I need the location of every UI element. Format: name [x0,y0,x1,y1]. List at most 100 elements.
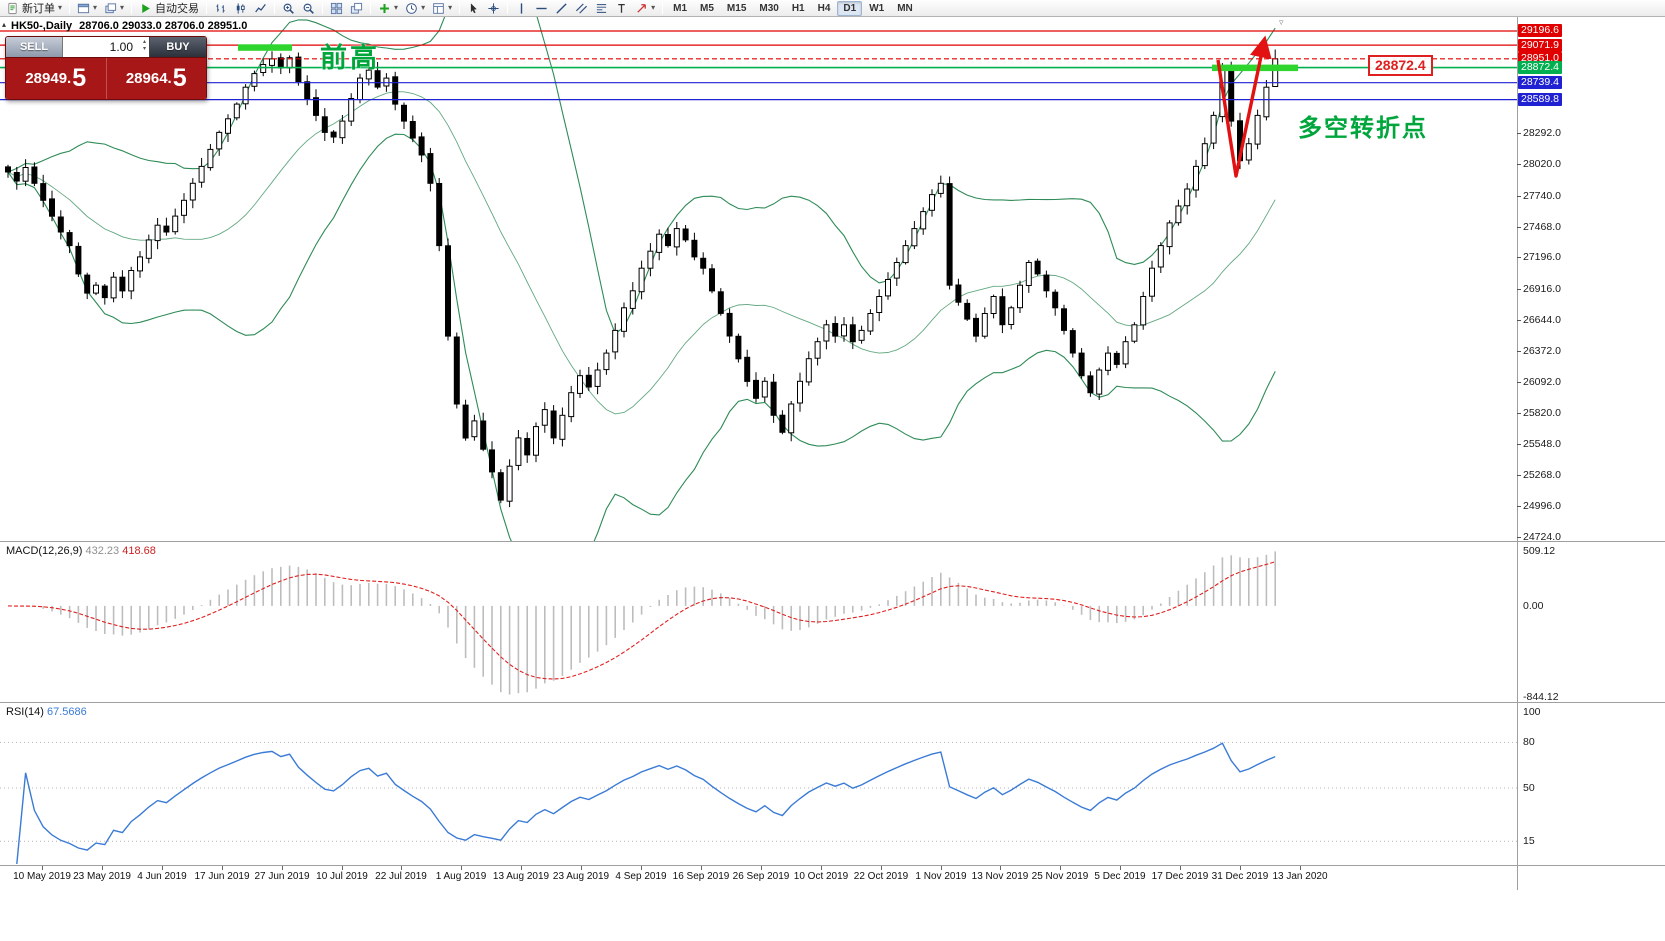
vline-icon [520,2,523,14]
zoom-in-button[interactable] [279,1,298,16]
autotrading-button[interactable]: 自动交易 [136,1,202,16]
timeframe-h4-button[interactable]: H4 [817,2,831,14]
timeframe-mn-button[interactable]: MN [897,2,913,14]
crosshair-button[interactable] [484,1,503,16]
tile-icon [330,2,343,14]
axis-tick [881,866,882,870]
sell-button[interactable]: SELL [6,37,63,57]
candles-icon [236,2,245,14]
cascade-windows-button[interactable] [347,1,366,16]
toolbar-separator [507,2,509,14]
buy-button[interactable]: BUY [149,37,206,57]
date-axis-label: 4 Sep 2019 [615,871,667,882]
green-highlight-segment[interactable] [1212,64,1298,72]
trade-panel-toggle[interactable]: ▴ [2,20,7,29]
timeframe-w1-button[interactable]: W1 [869,2,885,14]
line-chart-button[interactable] [251,1,270,16]
rsi-axis-label: 50 [1523,782,1535,794]
macd-axis-label: -844.12 [1523,691,1559,703]
volume-stepper[interactable]: ▴ ▾ [143,39,146,52]
price-axis-label: 26092.0 [1523,376,1561,388]
trendline-button[interactable] [552,1,571,16]
toolbar-separator [370,2,372,14]
price-level-box[interactable]: 28872.4 [1368,55,1433,76]
price-axis-label: 26644.0 [1523,314,1561,326]
volume-field[interactable]: 1.00 ▴ ▾ [63,37,149,57]
cursor-button[interactable] [464,1,483,16]
candlesticks [5,49,1279,508]
charts-button[interactable]: ▾ [74,1,100,16]
v-reversal-arrow[interactable] [1216,35,1272,178]
template-icon [433,2,444,14]
axis-tick [42,866,43,870]
arrow-tools-button[interactable]: ▾ [632,1,658,16]
price-axis-label: 26372.0 [1523,345,1561,357]
channel-button[interactable] [572,1,591,16]
toolbar-separator [322,2,324,14]
zoom-out-button[interactable] [299,1,318,16]
timeframe-m15-button[interactable]: M15 [726,2,747,14]
green-highlight-segment[interactable] [238,44,292,51]
axis-tick [1240,866,1241,870]
horizontal-line-button[interactable] [532,1,551,16]
axis-tick [1517,413,1521,414]
candle-chart-button[interactable] [231,1,250,16]
rsi-label: RSI(14) 67.5686 [6,706,87,718]
fibonacci-button[interactable] [592,1,611,16]
axis-tick [461,866,462,870]
axis-tick [1517,320,1521,321]
axis-tick [1120,866,1121,870]
toolbar-separator [206,2,208,14]
timeframe-m1-button[interactable]: M1 [673,2,688,14]
buy-price-main: 28964. [125,70,172,87]
trade-panel-top-row: SELL 1.00 ▴ ▾ BUY [6,37,206,58]
date-axis-label: 26 Sep 2019 [732,871,790,882]
play-icon [142,3,150,13]
symbol-period-label: HK50-,Daily [11,20,73,32]
timeframe-h1-button[interactable]: H1 [791,2,805,14]
axis-tick [1060,866,1061,870]
buy-price[interactable]: 28964. 5 [107,58,207,99]
rsi-axis-label: 80 [1523,736,1535,748]
macd-axis-label: 509.12 [1523,545,1556,557]
caret-down-icon: ▾ [448,3,453,12]
caret-down-icon: ▾ [120,3,125,12]
price-axis-label: 24996.0 [1523,500,1561,512]
axis-tick [1300,866,1301,870]
date-axis-label: 4 Jun 2019 [137,871,187,882]
panel-splitter[interactable] [0,541,1665,542]
chart-shift-marker[interactable]: ▿ [1279,17,1284,27]
templates-button[interactable]: ▾ [429,1,455,16]
timeframe-d1-button[interactable]: D1 [837,0,863,16]
panel-splitter[interactable] [0,702,1665,703]
text-label-button[interactable] [612,1,631,16]
new-order-button-label: 新订单 [22,3,55,15]
axis-tick [1000,866,1001,870]
bar-chart-button[interactable] [211,1,230,16]
date-axis-label: 10 Jul 2019 [316,871,368,882]
date-axis-label: 23 Aug 2019 [552,871,610,882]
axis-tick [701,866,702,870]
new-order-button[interactable]: 新订单 ▾ [3,1,65,16]
periods-button[interactable]: ▾ [402,1,428,16]
axis-tick [162,866,163,870]
indicators-button[interactable]: ▾ [375,1,401,16]
hline-icon [536,7,547,9]
zoom-out-icon [303,3,314,14]
volume-up-icon[interactable]: ▴ [142,39,146,45]
timeframe-m30-button[interactable]: M30 [759,2,779,14]
buy-price-big-digit: 5 [172,64,187,92]
sell-price[interactable]: 28949. 5 [6,58,107,99]
macd-label: MACD(12,26,9) 432.23 418.68 [6,545,156,557]
profiles-button[interactable]: ▾ [101,1,127,16]
date-axis-label: 1 Nov 2019 [915,871,967,882]
date-axis-label: 17 Dec 2019 [1151,871,1209,882]
macd-signal-line [7,561,1276,680]
volume-down-icon[interactable]: ▾ [142,45,146,52]
vertical-line-button[interactable] [512,1,531,16]
tile-windows-button[interactable] [327,1,346,16]
axis-tick [1517,475,1521,476]
timeframe-m5-button[interactable]: M5 [700,2,714,14]
price-axis-label: 25820.0 [1523,407,1561,419]
